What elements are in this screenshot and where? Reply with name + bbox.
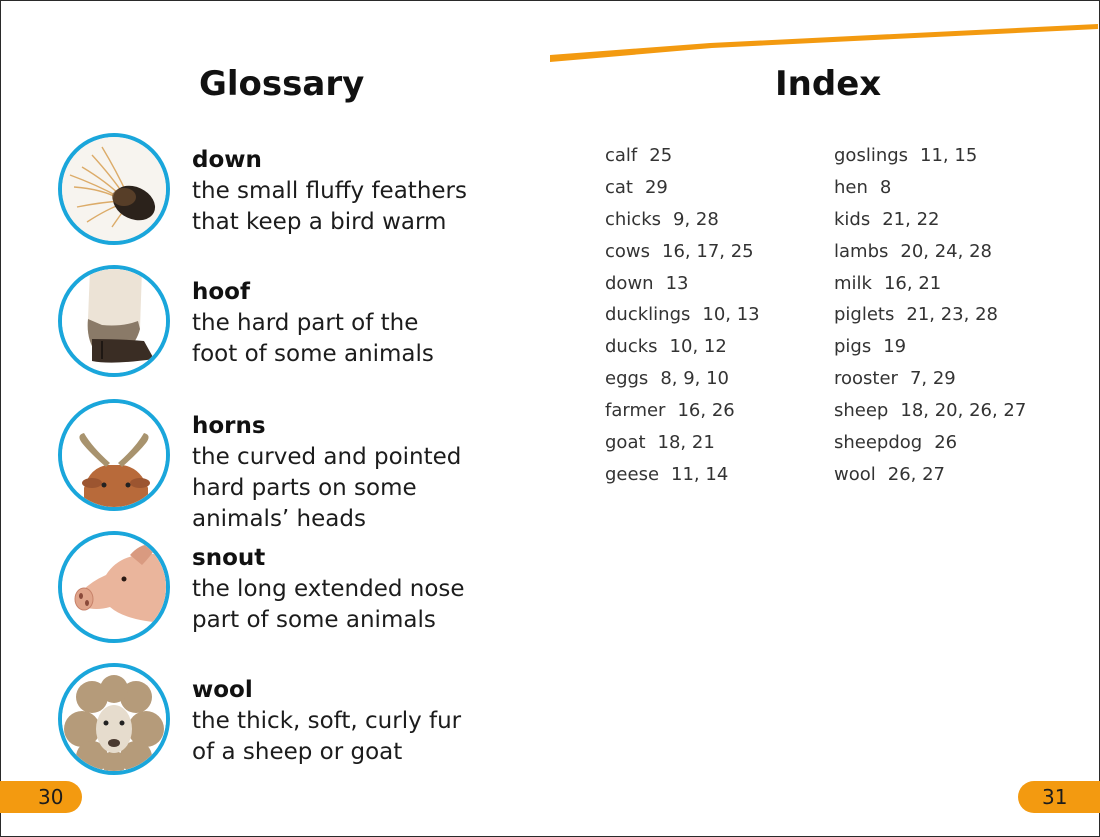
definition-line: the curved and pointed	[192, 444, 462, 470]
index-pages: 13	[665, 272, 689, 294]
glossary-entry-snout: snout the long extended nose part of som…	[58, 531, 518, 661]
index-entry: ducklings 10, 13	[605, 299, 760, 331]
index-pages: 20, 24, 28	[900, 240, 992, 262]
index-word: sheep	[834, 400, 889, 422]
index-entry: goslings 11, 15	[834, 140, 1026, 172]
index-pages: 25	[649, 145, 673, 166]
index-entry: cows 16, 17, 25	[605, 236, 760, 268]
index-word: kids	[834, 208, 871, 230]
glossary-entry-horns: horns the curved and pointed hard parts …	[58, 399, 518, 532]
glossary-title: Glossary	[199, 64, 365, 104]
term-wool: wool	[192, 677, 253, 703]
index-entry: farmer 16, 26	[605, 395, 760, 427]
definition-line: of a sheep or goat	[192, 739, 403, 765]
glossary-entry-hoof: hoof the hard part of the foot of some a…	[58, 265, 518, 395]
index-entry: calf 25	[605, 140, 760, 172]
orange-accent-line	[550, 24, 1098, 62]
term-down: down	[192, 147, 262, 173]
glossary-entry-wool: wool the thick, soft, curly fur of a she…	[58, 663, 518, 793]
index-pages: 19	[883, 336, 907, 358]
index-entry: down 13	[605, 268, 760, 300]
definition-line: hard parts on some	[192, 475, 417, 501]
index-word: ducks	[605, 336, 658, 358]
index-pages: 18, 20, 26, 27	[900, 400, 1027, 422]
term-snout: snout	[192, 545, 266, 571]
index-entry: lambs 20, 24, 28	[834, 236, 1026, 268]
index-word: eggs	[605, 368, 649, 390]
index-column-1: calf 25 cat 29 chicks 9, 28 cows 16, 17, 25 down…	[605, 140, 760, 491]
page-number-right: 31	[1018, 781, 1100, 813]
index-entry: kids 21, 22	[834, 204, 1026, 236]
page-number-left: 30	[0, 781, 82, 813]
index-pages: 9, 28	[673, 208, 719, 230]
index-word: piglets	[834, 304, 895, 326]
index-column-2: goslings 11, 15 hen 8 kids 21, 22 lambs 20, 24,…	[834, 140, 1026, 491]
index-word: goat	[605, 432, 646, 454]
down-feather-image	[58, 133, 170, 245]
index-pages: 29	[644, 176, 668, 198]
definition-line: foot of some animals	[192, 341, 434, 367]
definition-line: that keep a bird warm	[192, 209, 447, 235]
glossary-entry-down: down the small fluffy feathers that keep…	[58, 133, 518, 263]
index-entry: chicks 9, 28	[605, 204, 760, 236]
index-pages: 10, 13	[702, 304, 760, 326]
index-word: hen	[834, 176, 868, 198]
index-pages: 16, 17, 25	[662, 240, 754, 262]
definition-line: part of some animals	[192, 607, 436, 633]
index-entry: wool 26, 27	[834, 459, 1026, 491]
index-word: sheepdog	[834, 432, 923, 454]
index-word: wool	[834, 463, 876, 485]
index-pages: 21, 23, 28	[906, 304, 998, 326]
index-pages: 11, 15	[920, 145, 978, 166]
definition-line: the small fluffy feathers	[192, 178, 467, 204]
pig-snout-image	[58, 531, 170, 643]
index-word: ducklings	[605, 304, 691, 326]
index-word: milk	[834, 272, 872, 294]
index-word: calf	[605, 145, 638, 166]
index-word: lambs	[834, 240, 889, 262]
index-pages: 18, 21	[657, 432, 715, 454]
index-pages: 26, 27	[887, 463, 946, 485]
index-entry: hen 8	[834, 172, 1026, 204]
index-pages: 16, 26	[677, 400, 735, 422]
definition-line: the thick, soft, curly fur	[192, 708, 462, 734]
index-entry: rooster 7, 29	[834, 363, 1026, 395]
index-pages: 8, 9, 10	[660, 368, 730, 390]
index-word: farmer	[605, 400, 666, 422]
index-pages: 11, 14	[671, 463, 729, 485]
index-word: geese	[605, 463, 660, 485]
index-pages: 7, 29	[909, 368, 956, 390]
index-pages: 8	[879, 176, 892, 198]
definition-line: animals’ heads	[192, 506, 366, 532]
index-entry: geese 11, 14	[605, 459, 760, 491]
index-entry: goat 18, 21	[605, 427, 760, 459]
index-entry: sheep 18, 20, 26, 27	[834, 395, 1026, 427]
index-pages: 10, 12	[669, 336, 727, 358]
definition-line: the long extended nose	[192, 576, 465, 602]
index-pages: 21, 22	[882, 208, 940, 230]
index-word: down	[605, 272, 654, 294]
index-pages: 26	[934, 432, 958, 454]
index-word: goslings	[834, 145, 909, 166]
index-entry: eggs 8, 9, 10	[605, 363, 760, 395]
index-pages: 16, 21	[883, 272, 942, 294]
index-entry: milk 16, 21	[834, 268, 1026, 300]
index-title: Index	[775, 64, 882, 104]
index-word: chicks	[605, 208, 662, 230]
definition-line: the hard part of the	[192, 310, 419, 336]
index-word: cows	[605, 240, 651, 262]
index-word: rooster	[834, 368, 898, 390]
index-word: cat	[605, 176, 633, 198]
term-hoof: hoof	[192, 279, 250, 305]
index-entry: sheepdog 26	[834, 427, 1026, 459]
woolly-sheep-image	[58, 663, 170, 775]
term-horns: horns	[192, 413, 266, 439]
index-entry: ducks 10, 12	[605, 331, 760, 363]
index-word: pigs	[834, 336, 872, 358]
index-entry: pigs 19	[834, 331, 1026, 363]
goat-horns-image	[58, 399, 170, 511]
index-entry: piglets 21, 23, 28	[834, 299, 1026, 331]
hoof-image	[58, 265, 170, 377]
index-entry: cat 29	[605, 172, 760, 204]
